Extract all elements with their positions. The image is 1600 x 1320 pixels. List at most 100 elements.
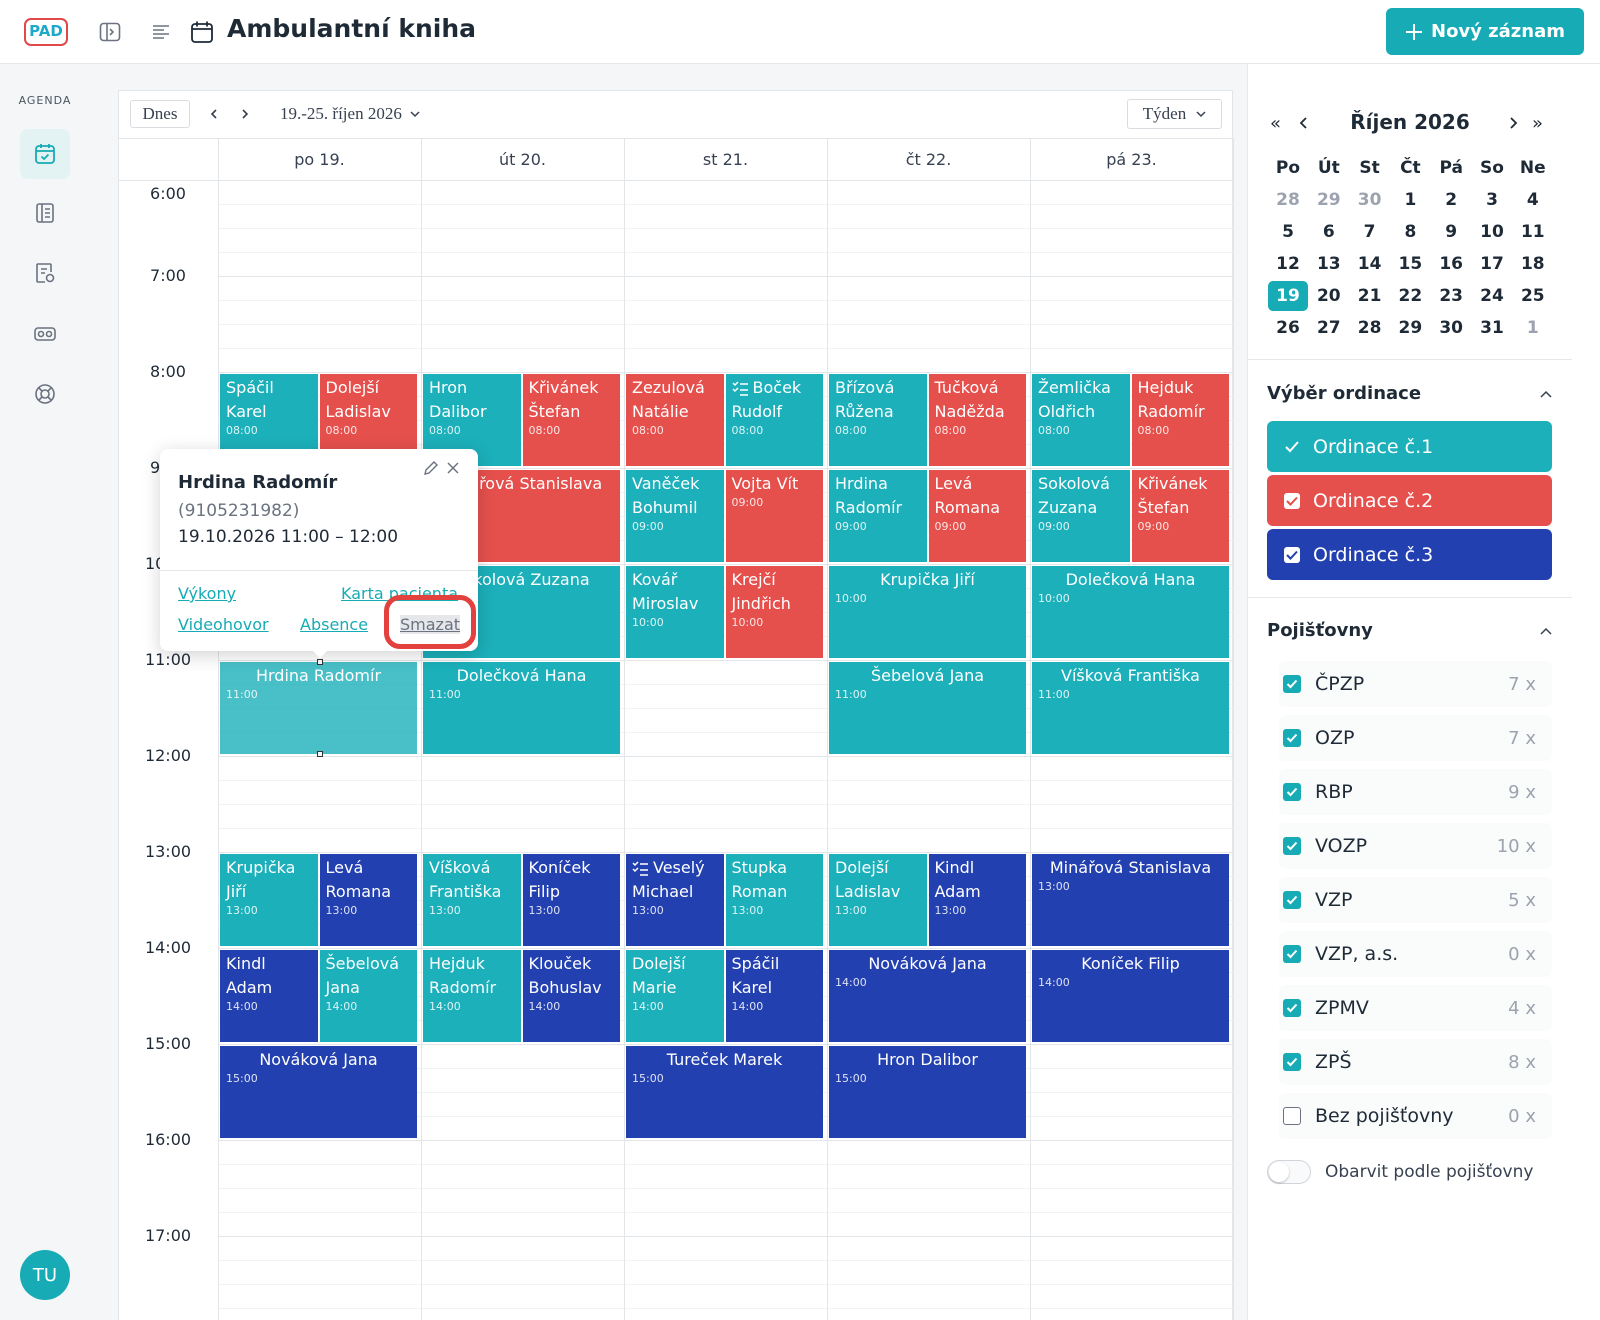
new-record-button[interactable]: Nový záznam: [1386, 8, 1584, 55]
appointment[interactable]: Klouček Bohuslav 14:00: [522, 950, 620, 1042]
appointment[interactable]: Křivánek Štefan 09:00: [1131, 470, 1229, 562]
appointment[interactable]: Dolejší Marie 14:00: [626, 950, 724, 1042]
day-cell[interactable]: 23: [1439, 286, 1464, 306]
appointment[interactable]: Nováková Jana 15:00: [220, 1046, 417, 1138]
checkbox[interactable]: [1283, 999, 1301, 1017]
day-cell[interactable]: 29: [1398, 318, 1423, 338]
appointment[interactable]: Tureček Marek 15:00: [626, 1046, 823, 1138]
appointment[interactable]: Koníček Filip 14:00: [1032, 950, 1229, 1042]
prev-month[interactable]: [1297, 116, 1311, 130]
insurer-item[interactable]: Bez pojišťovny 0 x: [1279, 1093, 1552, 1139]
day-cell[interactable]: 16: [1439, 254, 1464, 274]
day-cell[interactable]: 4: [1526, 190, 1539, 210]
checkbox[interactable]: [1283, 1053, 1301, 1071]
nav-records[interactable]: [20, 248, 70, 298]
day-cell[interactable]: 22: [1398, 286, 1423, 306]
day-cell[interactable]: 6: [1322, 222, 1335, 242]
appointment[interactable]: Hrdina Radomír 09:00: [829, 470, 927, 562]
appointment[interactable]: Krupička Jiří 13:00: [220, 854, 318, 946]
edit-icon[interactable]: [422, 459, 440, 477]
collapse-icon[interactable]: [1540, 390, 1552, 400]
ordinace-item[interactable]: Ordinace č.1: [1267, 421, 1552, 472]
appointment[interactable]: Kindl Adam 14:00: [220, 950, 318, 1042]
day-cell[interactable]: 1: [1526, 318, 1539, 338]
day-cell[interactable]: 5: [1282, 222, 1294, 242]
appointment[interactable]: Žemlička Oldřich 08:00: [1032, 374, 1130, 466]
day-cell[interactable]: 26: [1276, 318, 1300, 338]
today-button[interactable]: Dnes: [130, 100, 190, 128]
day-cell[interactable]: 31: [1480, 318, 1504, 338]
appointment[interactable]: Levá Romana 13:00: [319, 854, 417, 946]
nav-video[interactable]: [20, 309, 70, 359]
user-avatar[interactable]: TU: [20, 1250, 70, 1300]
appointment[interactable]: Hron Dalibor 15:00: [829, 1046, 1026, 1138]
checkbox[interactable]: [1283, 783, 1301, 801]
day-cell[interactable]: 14: [1357, 254, 1382, 274]
appointment[interactable]: Veselý Michael 13:00: [626, 854, 724, 946]
toggle-switch[interactable]: [1267, 1160, 1311, 1184]
day-cell[interactable]: 20: [1316, 286, 1341, 306]
day-cell[interactable]: 11: [1520, 222, 1545, 242]
appointment[interactable]: Vojta Vít 09:00: [725, 470, 823, 562]
next-year[interactable]: »: [1532, 113, 1544, 134]
prev-year[interactable]: «: [1270, 113, 1281, 134]
appointment[interactable]: Krupička Jiří 10:00: [829, 566, 1026, 658]
appointment[interactable]: Koníček Filip 13:00: [522, 854, 620, 946]
checkbox[interactable]: [1283, 1107, 1301, 1125]
appointment[interactable]: Tučková Naděžda 08:00: [928, 374, 1026, 466]
day-cell[interactable]: 13: [1316, 254, 1341, 274]
appointment[interactable]: Kovář Miroslav 10:00: [626, 566, 724, 658]
appointment[interactable]: Sokolová Zuzana 09:00: [1032, 470, 1130, 562]
day-cell[interactable]: 21: [1357, 286, 1382, 306]
day-cell[interactable]: 12: [1276, 254, 1300, 274]
day-cell[interactable]: 9: [1445, 222, 1458, 242]
menu-icon[interactable]: [151, 22, 171, 42]
day-cell[interactable]: 18: [1520, 254, 1545, 274]
day-cell[interactable]: 28: [1276, 190, 1300, 210]
checkbox[interactable]: [1283, 837, 1301, 855]
appointment[interactable]: Šebelová Jana 14:00: [319, 950, 417, 1042]
nav-help[interactable]: [20, 369, 70, 419]
appointment[interactable]: Boček Rudolf 08:00: [725, 374, 823, 466]
appointment[interactable]: Vaněček Bohumil 09:00: [626, 470, 724, 562]
next-week[interactable]: [238, 107, 252, 121]
next-month[interactable]: [1506, 116, 1520, 130]
appointment[interactable]: Krejčí Jindřich 10:00: [725, 566, 823, 658]
color-toggle[interactable]: Obarvit podle pojišťovny: [1267, 1160, 1533, 1184]
appointment[interactable]: Zezulová Natálie 08:00: [626, 374, 724, 466]
appointment[interactable]: Levá Romana 09:00: [928, 470, 1026, 562]
insurer-item[interactable]: ZPŠ 8 x: [1279, 1039, 1552, 1085]
appointment[interactable]: Dolečková Hana 11:00: [423, 662, 620, 754]
insurer-item[interactable]: VOZP 10 x: [1279, 823, 1552, 869]
appointment[interactable]: Minářová Stanislava 13:00: [1032, 854, 1229, 946]
appointment[interactable]: Hejduk Radomír 14:00: [423, 950, 521, 1042]
link[interactable]: Absence: [300, 615, 369, 634]
day-cell[interactable]: 30: [1357, 190, 1382, 210]
appointment[interactable]: Dolečková Hana 10:00: [1032, 566, 1229, 658]
appointment[interactable]: Víšková Františka 11:00: [1032, 662, 1229, 754]
day-cell[interactable]: 15: [1398, 254, 1423, 274]
appointment[interactable]: Spáčil Karel 14:00: [725, 950, 823, 1042]
day-cell[interactable]: 29: [1316, 190, 1341, 210]
insurer-item[interactable]: ČPZP 7 x: [1279, 661, 1552, 707]
day-cell[interactable]: 27: [1316, 318, 1341, 338]
day-cell[interactable]: 17: [1480, 254, 1504, 274]
day-cell[interactable]: 19: [1268, 281, 1308, 311]
link[interactable]: Videohovor: [178, 615, 269, 634]
insurer-item[interactable]: ZPMV 4 x: [1279, 985, 1552, 1031]
day-cell[interactable]: 24: [1480, 286, 1504, 306]
appointment[interactable]: Hejduk Radomír 08:00: [1131, 374, 1229, 466]
appointment[interactable]: Nováková Jana 14:00: [829, 950, 1026, 1042]
appointment[interactable]: Kindl Adam 13:00: [928, 854, 1026, 946]
day-cell[interactable]: 8: [1404, 222, 1417, 242]
checkbox[interactable]: [1283, 945, 1301, 963]
ordinace-item[interactable]: Ordinace č.2: [1267, 475, 1552, 526]
close-icon[interactable]: [446, 461, 460, 475]
insurer-item[interactable]: RBP 9 x: [1279, 769, 1552, 815]
appointment[interactable]: Šebelová Jana 11:00: [829, 662, 1026, 754]
checkbox[interactable]: [1283, 675, 1301, 693]
insurer-item[interactable]: VZP, a.s. 0 x: [1279, 931, 1552, 977]
day-cell[interactable]: 10: [1480, 222, 1504, 242]
date-range[interactable]: 19.-25. říjen 2026: [280, 104, 420, 124]
logo[interactable]: PAD: [24, 18, 68, 46]
